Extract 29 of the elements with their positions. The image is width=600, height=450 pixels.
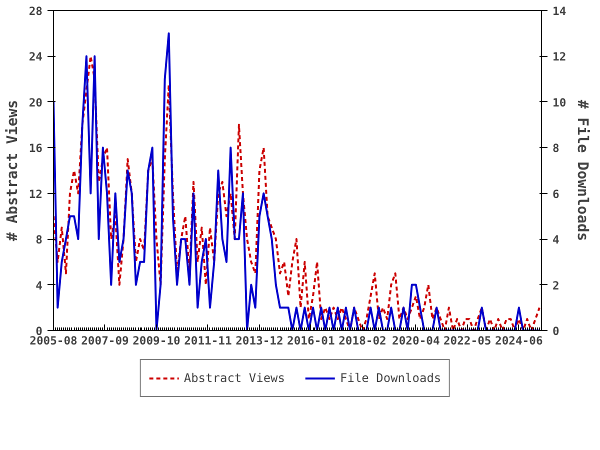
x-tick-label: 2005-08: [30, 334, 78, 348]
y2-tick-label: 6: [552, 186, 560, 201]
x-tick-label: 2022-05: [443, 334, 492, 348]
y2-tick-label: 8: [552, 141, 560, 156]
y2-tick-label: 4: [552, 232, 560, 247]
x-tick-label: 2009-10: [132, 334, 181, 348]
y-axis-title: # Abstract Views: [4, 100, 21, 242]
x-tick-label: 2007-09: [81, 334, 130, 348]
x-tick-label: 2020-04: [392, 334, 440, 348]
x-tick-label: 2018-02: [338, 334, 386, 348]
x-tick-label: 2016-01: [287, 334, 335, 348]
x-tick-label: 2013-12: [236, 334, 284, 348]
y2-axis-title: # File Downloads: [574, 100, 592, 242]
y-tick-label: 4: [36, 278, 43, 292]
y-tick-label: 20: [28, 95, 43, 110]
y-tick-label: 8: [36, 232, 43, 247]
y2-tick-label: 0: [552, 324, 560, 338]
y-tick-label: 28: [28, 4, 43, 18]
y-tick-label: 12: [28, 186, 42, 201]
legend-label: File Downloads: [340, 371, 442, 385]
x-tick-label: 2011-11: [184, 334, 232, 348]
legend-label: Abstract Views: [184, 371, 285, 385]
y2-tick-label: 14: [552, 4, 566, 18]
x-tick-label: 2024-06: [495, 334, 543, 348]
y2-tick-label: 12: [552, 50, 566, 64]
y2-tick-label: 10: [552, 95, 566, 110]
y2-tick-label: 2: [552, 278, 560, 292]
y-tick-label: 16: [28, 141, 43, 156]
y-tick-label: 24: [28, 50, 43, 64]
